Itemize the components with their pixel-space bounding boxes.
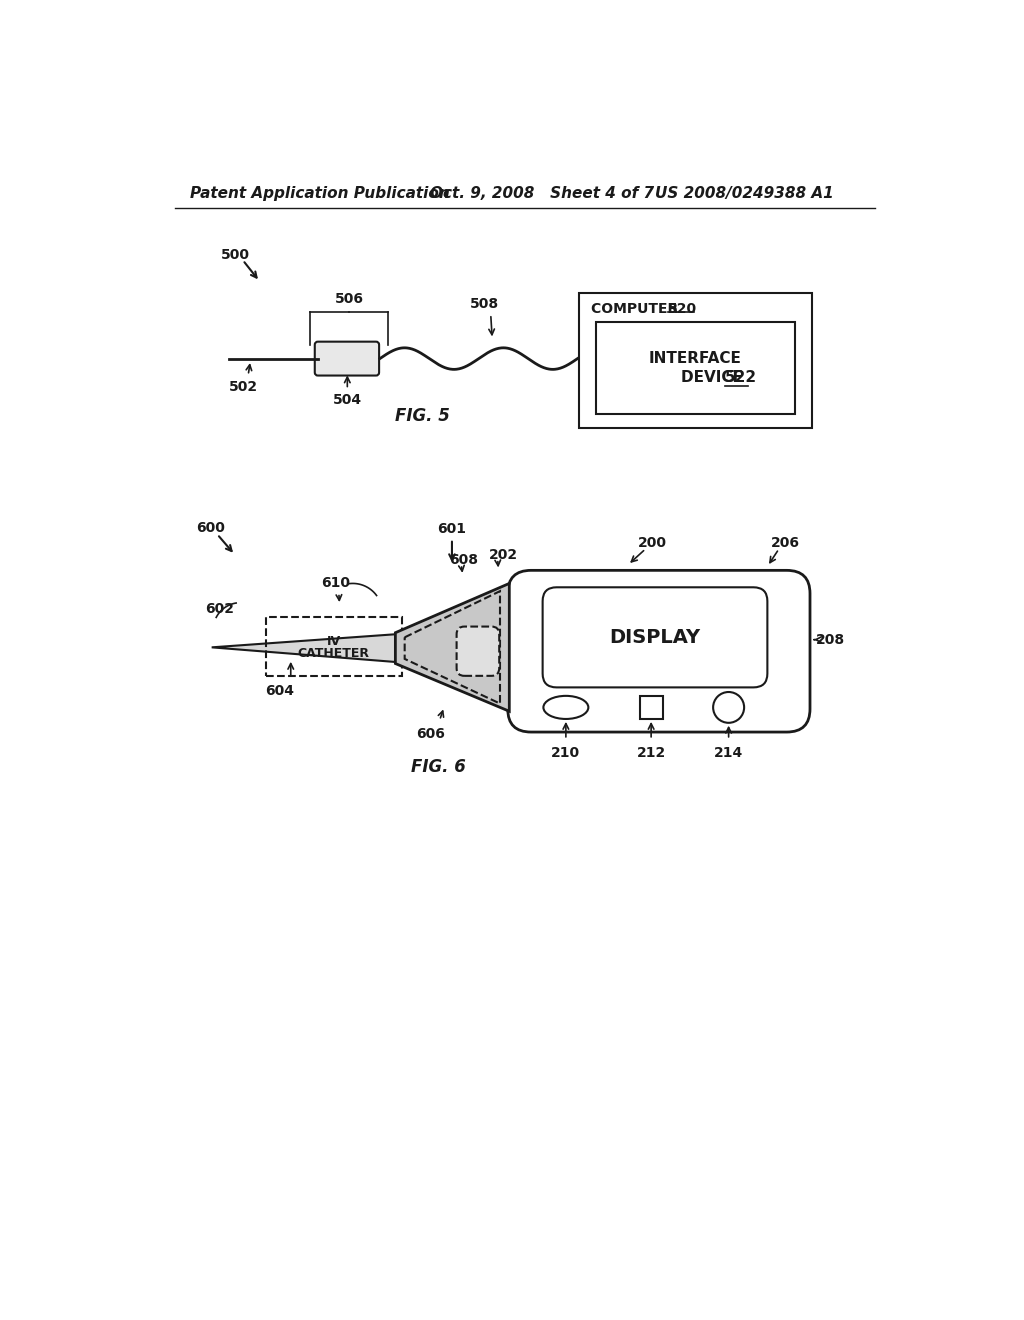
Text: FIG. 6: FIG. 6	[411, 758, 466, 776]
Text: INTERFACE: INTERFACE	[649, 351, 741, 366]
Circle shape	[713, 692, 744, 723]
Bar	[596, 322, 795, 414]
Text: US 2008/0249388 A1: US 2008/0249388 A1	[655, 186, 834, 201]
FancyBboxPatch shape	[508, 570, 810, 733]
Text: 608: 608	[450, 553, 478, 568]
Text: 520: 520	[669, 302, 697, 317]
Text: DISPLAY: DISPLAY	[609, 628, 700, 647]
Bar	[579, 293, 812, 428]
FancyBboxPatch shape	[314, 342, 379, 376]
Polygon shape	[212, 635, 395, 663]
Text: IV: IV	[327, 635, 341, 648]
Polygon shape	[395, 583, 509, 711]
FancyBboxPatch shape	[543, 587, 767, 688]
Text: 610: 610	[322, 576, 350, 590]
Text: 212: 212	[637, 746, 666, 760]
Text: 200: 200	[638, 536, 667, 550]
Ellipse shape	[544, 696, 589, 719]
Text: DEVICE: DEVICE	[681, 370, 749, 384]
Text: Patent Application Publication: Patent Application Publication	[190, 186, 450, 201]
Text: 522: 522	[725, 370, 757, 384]
FancyBboxPatch shape	[457, 627, 500, 676]
Text: 214: 214	[714, 746, 743, 760]
Text: FIG. 5: FIG. 5	[395, 408, 450, 425]
Text: 202: 202	[488, 548, 517, 562]
Text: 500: 500	[221, 248, 250, 261]
Bar	[266, 618, 401, 676]
Text: 606: 606	[416, 726, 444, 741]
Text: 604: 604	[264, 684, 294, 697]
Text: 508: 508	[470, 297, 499, 312]
Text: 506: 506	[335, 292, 364, 306]
Text: 502: 502	[228, 380, 258, 395]
Text: 208: 208	[815, 632, 845, 647]
Text: 600: 600	[197, 521, 225, 535]
Text: COMPUTER: COMPUTER	[591, 302, 683, 317]
Text: CATHETER: CATHETER	[298, 647, 370, 660]
Text: 602: 602	[206, 602, 234, 616]
Text: 210: 210	[551, 746, 581, 760]
Text: 601: 601	[437, 521, 467, 536]
Text: Oct. 9, 2008   Sheet 4 of 7: Oct. 9, 2008 Sheet 4 of 7	[430, 186, 654, 201]
Bar	[640, 696, 663, 719]
Text: 504: 504	[333, 393, 361, 408]
Text: 206: 206	[771, 536, 800, 550]
